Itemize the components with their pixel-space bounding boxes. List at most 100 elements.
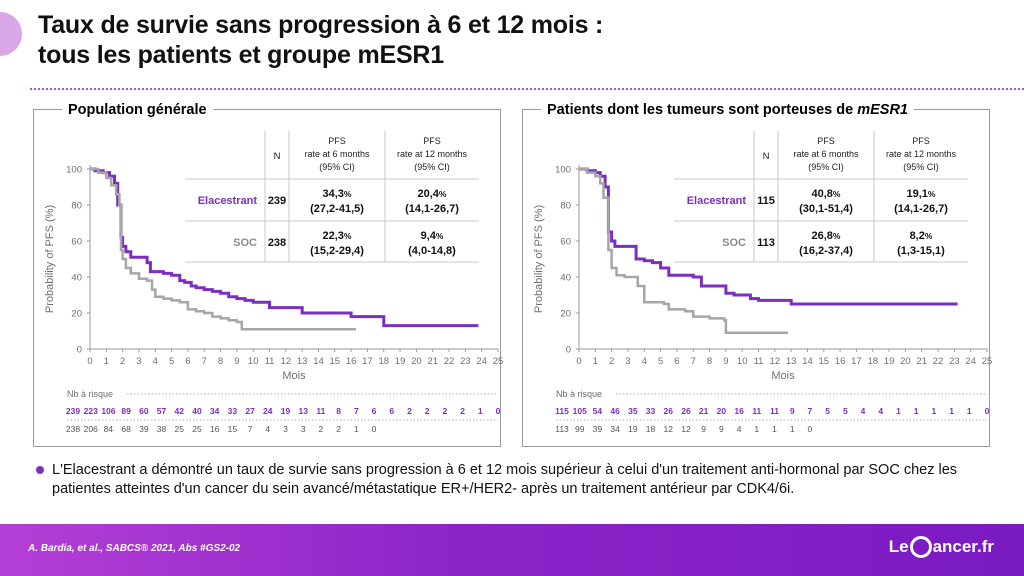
table-cell-pct: % — [925, 231, 933, 241]
risk-soc-count: 39 — [139, 424, 149, 434]
y-tick-label: 40 — [560, 273, 571, 284]
table-cell-pct: % — [439, 189, 447, 199]
title-line-2: tous les patients et groupe mESR1 — [38, 41, 444, 69]
risk-elacestrant-count: 24 — [263, 406, 273, 416]
risk-soc-count: 206 — [84, 424, 98, 434]
risk-elacestrant-count: 89 — [121, 406, 131, 416]
risk-soc-count: 1 — [790, 424, 795, 434]
conclusion-bullet: L'Elacestrant a démontré un taux de surv… — [36, 461, 996, 499]
x-tick-label: 22 — [933, 356, 944, 367]
table-cell-rate: 8,2% — [910, 230, 933, 242]
table-cell-rate: 9,4% — [421, 230, 444, 242]
risk-elacestrant-count: 1 — [949, 406, 954, 416]
risk-elacestrant-count: 5 — [825, 406, 830, 416]
x-tick-label: 5 — [658, 356, 663, 367]
table-cell-pct: % — [928, 189, 936, 199]
risk-label: Nb à risque — [67, 389, 113, 399]
panel-title-mesr1-gene: mESR1 — [857, 102, 908, 118]
risk-soc-count: 9 — [701, 424, 706, 434]
risk-elacestrant-count: 13 — [298, 406, 308, 416]
risk-soc-count: 19 — [628, 424, 638, 434]
y-tick-label: 60 — [560, 237, 571, 248]
y-tick-label: 20 — [560, 309, 571, 320]
footer-reference: A. Bardia, et al., SABCS® 2021, Abs #GS2… — [28, 543, 241, 554]
risk-soc-count: 38 — [157, 424, 167, 434]
brand-text-right: ancer.fr — [932, 537, 994, 556]
risk-elacestrant-count: 2 — [425, 406, 430, 416]
risk-elacestrant-count: 16 — [734, 406, 744, 416]
table-cell-n: 238 — [268, 237, 286, 249]
table-header-6m-line: (95% CI) — [319, 162, 355, 172]
risk-elacestrant-count: 11 — [316, 406, 325, 416]
conclusion-text: L'Elacestrant a démontré un taux de surv… — [52, 462, 958, 497]
risk-soc-count: 1 — [772, 424, 777, 434]
x-tick-label: 7 — [691, 356, 696, 367]
title-line-1: Taux de survie sans progression à 6 et 1… — [38, 11, 604, 39]
x-tick-label: 1 — [104, 356, 109, 367]
x-tick-label: 4 — [153, 356, 158, 367]
table-arm-soc: SOC — [233, 237, 257, 249]
x-axis-title: Mois — [771, 370, 795, 382]
risk-soc-count: 3 — [301, 424, 306, 434]
page-title: Taux de survie sans progression à 6 et 1… — [38, 10, 603, 70]
risk-elacestrant-count: 0 — [985, 406, 990, 416]
corner-decoration — [0, 12, 22, 56]
risk-elacestrant-count: 105 — [573, 406, 587, 416]
table-background — [185, 131, 479, 262]
km-curve-soc — [90, 167, 356, 331]
table-header-12m-line: rate at 12 months — [397, 149, 468, 159]
risk-elacestrant-count: 9 — [790, 406, 795, 416]
risk-soc-count: 99 — [575, 424, 585, 434]
x-axis-title: Mois — [282, 370, 306, 382]
y-axis-title: Probability of PFS (%) — [44, 205, 56, 313]
x-tick-label: 10 — [248, 356, 259, 367]
x-tick-label: 17 — [362, 356, 373, 367]
x-tick-label: 2 — [120, 356, 125, 367]
x-tick-label: 20 — [411, 356, 422, 367]
risk-elacestrant-count: 7 — [808, 406, 813, 416]
x-tick-label: 3 — [136, 356, 141, 367]
x-tick-label: 24 — [476, 356, 487, 367]
x-tick-label: 0 — [576, 356, 581, 367]
risk-elacestrant-count: 11 — [752, 406, 761, 416]
y-tick-label: 80 — [71, 201, 82, 212]
x-tick-label: 7 — [202, 356, 207, 367]
x-tick-label: 17 — [851, 356, 862, 367]
x-tick-label: 6 — [674, 356, 679, 367]
table-cell-ci: (15,2-29,4) — [310, 245, 364, 257]
risk-elacestrant-count: 239 — [66, 406, 80, 416]
risk-elacestrant-count: 35 — [628, 406, 638, 416]
x-tick-label: 15 — [819, 356, 830, 367]
risk-elacestrant-count: 46 — [610, 406, 620, 416]
risk-soc-count: 9 — [719, 424, 724, 434]
table-arm-elacestrant: Elacestrant — [198, 195, 258, 207]
risk-soc-count: 2 — [319, 424, 324, 434]
risk-soc-count: 25 — [175, 424, 185, 434]
x-tick-label: 15 — [330, 356, 341, 367]
risk-label: Nb à risque — [556, 389, 602, 399]
risk-soc-count: 4 — [265, 424, 270, 434]
risk-elacestrant-count: 34 — [210, 406, 220, 416]
x-tick-label: 20 — [900, 356, 911, 367]
table-cell-ci: (14,1-26,7) — [405, 203, 459, 215]
table-header-n: N — [763, 151, 770, 162]
x-tick-label: 24 — [965, 356, 976, 367]
x-tick-label: 12 — [770, 356, 781, 367]
risk-elacestrant-count: 20 — [717, 406, 727, 416]
x-tick-label: 5 — [169, 356, 174, 367]
table-cell-ci: (14,1-26,7) — [894, 203, 948, 215]
risk-soc-count: 12 — [681, 424, 691, 434]
table-cell-n: 115 — [757, 195, 775, 207]
x-tick-label: 25 — [493, 356, 504, 367]
risk-elacestrant-count: 223 — [84, 406, 98, 416]
table-header-6m-line: PFS — [328, 136, 346, 146]
table-cell-ci: (16,2-37,4) — [799, 245, 853, 257]
table-arm-elacestrant: Elacestrant — [687, 195, 747, 207]
table-header-12m-line: rate at 12 months — [886, 149, 957, 159]
x-tick-label: 25 — [982, 356, 993, 367]
y-tick-label: 60 — [71, 237, 82, 248]
table-cell-ci: (4,0-14,8) — [408, 245, 456, 257]
table-cell-rate: 40,8% — [812, 188, 841, 200]
table-header-n: N — [274, 151, 281, 162]
table-cell-pct: % — [344, 231, 352, 241]
